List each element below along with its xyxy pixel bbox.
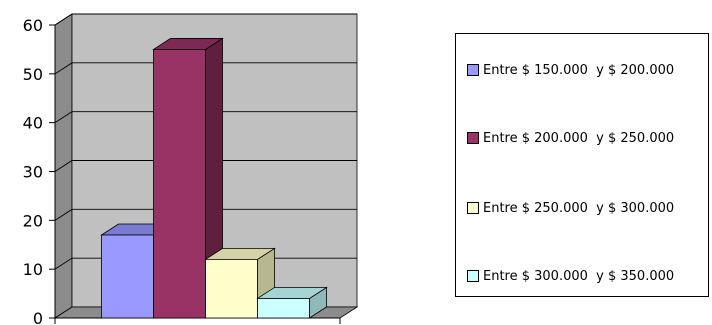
gridline [54, 62, 357, 75]
legend-swatch [467, 270, 479, 282]
y-tick-label: 20 [23, 211, 43, 230]
legend-label: Entre $ 300.000 y $ 350.000 [483, 268, 675, 284]
legend-label: Entre $ 150.000 y $ 200.000 [483, 62, 675, 78]
legend-swatch [467, 132, 479, 144]
y-tick-label: 40 [23, 114, 43, 133]
bar [256, 286, 328, 319]
chart-legend: Entre $ 150.000 y $ 200.000 Entre $ 200.… [455, 33, 709, 297]
y-tick-label: 50 [23, 65, 43, 84]
legend-swatch [467, 64, 479, 76]
gridline [54, 208, 357, 221]
y-tick-label: 60 [23, 16, 43, 35]
y-tick-label: 10 [23, 260, 43, 279]
legend-label: Entre $ 250.000 y $ 300.000 [483, 200, 675, 216]
bar-front [101, 234, 154, 319]
bar-front [205, 258, 258, 319]
gridline [54, 111, 357, 124]
legend-label: Entre $ 200.000 y $ 250.000 [483, 130, 675, 146]
bar-front [153, 49, 206, 319]
bar-front [257, 298, 310, 319]
gridline [54, 13, 357, 26]
gridlines [54, 13, 357, 270]
bar-series [100, 37, 328, 319]
legend-swatch [467, 202, 479, 214]
legend-item: Entre $ 200.000 y $ 250.000 [467, 130, 674, 146]
legend-item: Entre $ 300.000 y $ 350.000 [467, 268, 674, 284]
y-tick-label: 30 [23, 163, 43, 182]
bar [152, 37, 224, 319]
gridline [54, 160, 357, 172]
y-axis-tick-labels: 0 10 20 30 40 50 60 [23, 16, 43, 325]
legend-item: Entre $ 250.000 y $ 300.000 [467, 200, 674, 216]
y-tick-label: 0 [33, 309, 43, 325]
legend-item: Entre $ 150.000 y $ 200.000 [467, 62, 674, 78]
